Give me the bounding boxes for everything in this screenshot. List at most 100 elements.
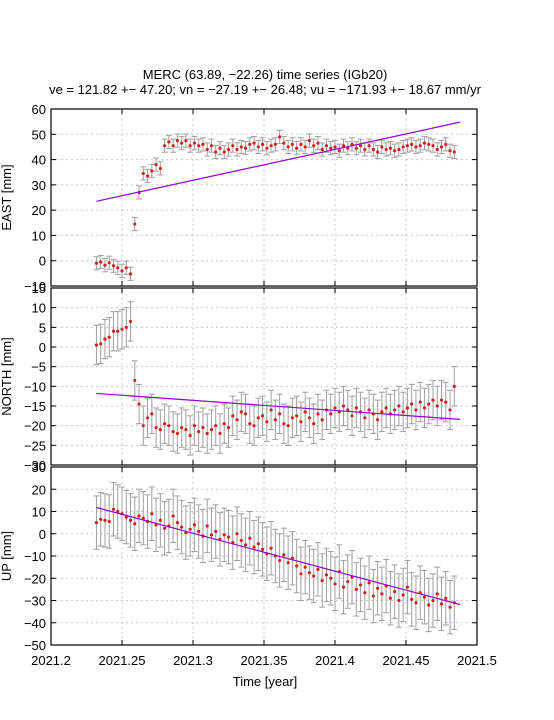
east-data-point: [99, 260, 103, 264]
x-tick-label: 2021.2: [31, 653, 71, 668]
up-data-point: [320, 578, 324, 583]
up-data-point: [371, 594, 375, 598]
east-data-point: [444, 142, 448, 146]
up-data-point: [239, 538, 243, 543]
panel-east: −10 0 10 20 30 40 50 60 EAST [mm]: [0, 102, 478, 294]
north-ytick-label: −30: [24, 458, 46, 473]
north-trend-line: [96, 392, 461, 420]
north-ytick-label: −5: [31, 360, 46, 375]
up-data-point: [158, 518, 162, 523]
north-data-point: [350, 414, 354, 418]
up-data-point: [295, 564, 299, 568]
up-data-point: [324, 573, 329, 577]
chart-subtitle: ve = 121.82 +− 47.20; vn = −27.19 +− 26.…: [49, 82, 482, 97]
east-ytick-label: 30: [32, 178, 46, 193]
north-data-point: [218, 431, 222, 436]
up-data-point: [192, 523, 197, 527]
north-data-point: [448, 408, 452, 412]
up-data-point: [316, 567, 320, 571]
north-data-point: [256, 416, 260, 420]
north-data-point: [333, 406, 337, 410]
up-ytick-label: −40: [24, 616, 46, 631]
east-data-point: [265, 146, 269, 150]
up-data-point: [226, 535, 231, 539]
east-data-point: [256, 145, 260, 149]
east-data-point: [282, 141, 286, 145]
east-data-point: [192, 141, 197, 145]
up-data-point: [414, 601, 418, 605]
east-data-point: [209, 144, 214, 148]
north-data-point: [376, 418, 380, 422]
east-data-point: [248, 142, 252, 146]
east-data-point: [380, 145, 384, 149]
east-data-point: [120, 269, 124, 273]
north-data-point: [290, 416, 294, 420]
up-data-point: [358, 583, 363, 587]
east-data-point: [422, 141, 427, 145]
up-ytick-label: 0: [39, 527, 46, 542]
up-data-point: [248, 536, 252, 540]
east-data-point: [371, 147, 375, 152]
up-data-point: [150, 512, 154, 516]
east-data-point: [405, 144, 410, 148]
up-data-point: [397, 598, 401, 603]
east-data-point: [418, 144, 422, 148]
north-data-point: [265, 420, 269, 424]
north-data-point: [188, 433, 192, 438]
north-data-point: [269, 408, 273, 412]
north-data-point: [431, 398, 435, 402]
north-data-point: [439, 398, 444, 402]
east-ytick-label: 60: [32, 102, 46, 117]
north-data-point: [154, 426, 158, 430]
east-data-point: [103, 263, 107, 267]
east-data-point: [290, 142, 294, 146]
east-data-point: [214, 150, 218, 154]
east-trend-line: [96, 121, 461, 202]
north-data-point: [260, 414, 265, 418]
north-data-point: [243, 412, 248, 416]
up-data-point: [214, 529, 218, 534]
north-data-point: [94, 343, 99, 347]
north-data-point: [354, 406, 358, 410]
up-data-point: [111, 507, 116, 511]
north-data-point: [180, 426, 184, 430]
x-tick-label: 2021.3: [173, 653, 213, 668]
east-data-point: [94, 261, 99, 265]
north-plot-frame: [50, 287, 478, 466]
east-data-point: [145, 174, 150, 178]
east-data-point: [218, 146, 222, 150]
north-data-point: [367, 408, 371, 412]
east-data-point: [150, 169, 154, 173]
east-data-point: [243, 146, 248, 150]
up-data-point: [333, 582, 337, 586]
east-data-point: [180, 141, 184, 145]
east-data-point: [273, 142, 277, 146]
north-data-point: [184, 428, 188, 432]
north-data-point: [329, 412, 333, 416]
east-data-point: [316, 141, 320, 145]
north-data-point: [175, 431, 179, 436]
north-ytick-label: −15: [24, 399, 46, 414]
north-data-point: [363, 416, 367, 420]
north-ytick-label: −20: [24, 419, 46, 434]
north-data-point: [320, 418, 324, 422]
x-tick-label: 2021.35: [241, 653, 288, 668]
north-data-point: [295, 414, 299, 418]
up-data-point: [439, 602, 444, 606]
north-ytick-label: 15: [32, 281, 46, 296]
east-data-point: [388, 146, 392, 150]
east-data-point: [354, 146, 358, 150]
up-trend-line: [96, 506, 461, 606]
east-data-point: [435, 147, 439, 152]
up-data-point: [299, 572, 303, 576]
up-data-point: [222, 533, 226, 537]
east-data-point: [133, 222, 137, 226]
east-data-point: [269, 144, 273, 148]
east-data-point: [175, 139, 179, 143]
east-data-point: [226, 147, 231, 152]
east-ytick-label: 50: [32, 127, 46, 142]
up-data-point: [346, 579, 350, 584]
east-data-point: [307, 139, 312, 143]
